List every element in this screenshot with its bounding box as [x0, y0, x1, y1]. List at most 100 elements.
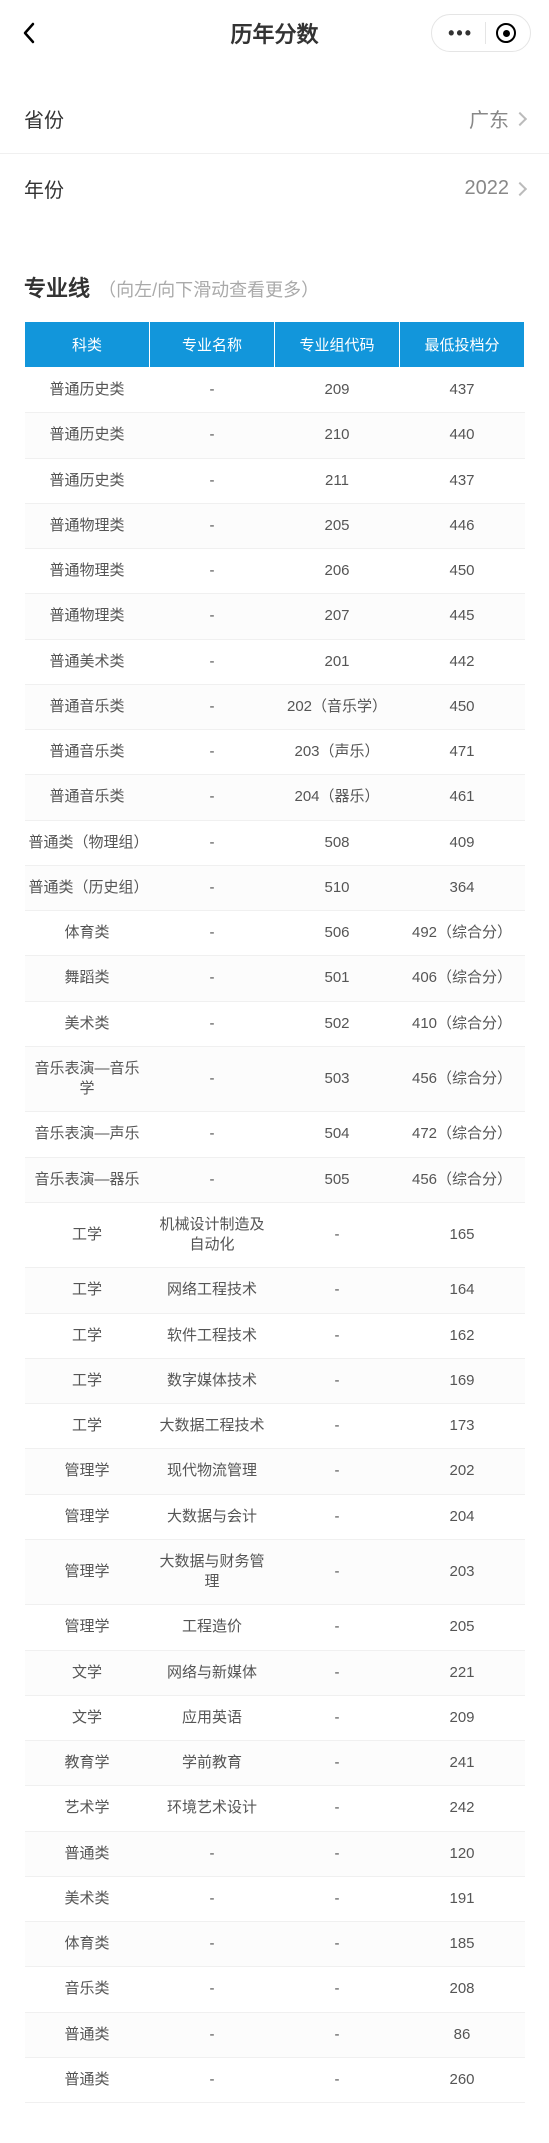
table-cell: -: [275, 1650, 400, 1695]
table-row: 工学软件工程技术-162: [25, 1313, 525, 1358]
table-cell: 文学: [25, 1695, 150, 1740]
table-row: 普通类--120: [25, 1831, 525, 1876]
more-icon[interactable]: •••: [436, 23, 485, 44]
score-table-wrap: 科类专业名称专业组代码最低投档分 普通历史类-209437普通历史类-21044…: [0, 321, 549, 2143]
table-cell: -: [150, 865, 275, 910]
table-row: 工学机械设计制造及自动化-165: [25, 1202, 525, 1268]
table-cell: -: [150, 1967, 275, 2012]
table-cell: 173: [400, 1404, 525, 1449]
table-header-row: 科类专业名称专业组代码最低投档分: [25, 322, 525, 368]
table-cell: 450: [400, 684, 525, 729]
table-cell: 普通类: [25, 2057, 150, 2102]
table-row: 普通类--260: [25, 2057, 525, 2102]
table-cell: -: [275, 1967, 400, 2012]
table-cell: 音乐类: [25, 1967, 150, 2012]
table-cell: 242: [400, 1786, 525, 1831]
table-cell: 120: [400, 1831, 525, 1876]
filters-section: 省份 广东 年份 2022: [0, 66, 549, 231]
table-cell: 工学: [25, 1202, 150, 1268]
table-cell: 普通类: [25, 1831, 150, 1876]
table-row: 文学网络与新媒体-221: [25, 1650, 525, 1695]
table-cell: 美术类: [25, 1876, 150, 1921]
table-header-cell: 科类: [25, 322, 150, 368]
table-cell: 大数据与会计: [150, 1494, 275, 1539]
table-cell: 应用英语: [150, 1695, 275, 1740]
filter-year[interactable]: 年份 2022: [0, 154, 549, 223]
table-row: 音乐表演—音乐学-503456（综合分）: [25, 1046, 525, 1112]
table-cell: -: [150, 458, 275, 503]
table-row: 工学网络工程技术-164: [25, 1268, 525, 1313]
table-row: 教育学学前教育-241: [25, 1741, 525, 1786]
table-cell: -: [275, 1876, 400, 1921]
table-cell: -: [275, 2057, 400, 2102]
table-cell: -: [150, 1876, 275, 1921]
table-row: 普通类（物理组）-508409: [25, 820, 525, 865]
table-cell: -: [150, 911, 275, 956]
table-cell: -: [150, 820, 275, 865]
table-cell: 202: [400, 1449, 525, 1494]
table-cell: 471: [400, 730, 525, 775]
table-cell: 492（综合分）: [400, 911, 525, 956]
back-icon[interactable]: [18, 22, 40, 44]
table-cell: 185: [400, 1922, 525, 1967]
table-cell: 管理学: [25, 1605, 150, 1650]
table-cell: 203: [400, 1539, 525, 1605]
table-cell: 510: [275, 865, 400, 910]
score-table: 科类专业名称专业组代码最低投档分 普通历史类-209437普通历史类-21044…: [24, 321, 525, 2103]
table-cell: -: [150, 775, 275, 820]
filter-province[interactable]: 省份 广东: [0, 84, 549, 154]
table-row: 普通历史类-211437: [25, 458, 525, 503]
table-cell: -: [275, 1831, 400, 1876]
table-cell: 450: [400, 549, 525, 594]
table-cell: 191: [400, 1876, 525, 1921]
table-cell: 学前教育: [150, 1741, 275, 1786]
close-target-icon[interactable]: [486, 23, 526, 43]
page-header: 历年分数 •••: [0, 0, 549, 66]
table-cell: 舞蹈类: [25, 956, 150, 1001]
table-cell: 221: [400, 1650, 525, 1695]
table-cell: 现代物流管理: [150, 1449, 275, 1494]
table-cell: -: [275, 2012, 400, 2057]
table-cell: -: [150, 413, 275, 458]
table-cell: 205: [400, 1605, 525, 1650]
table-cell: 208: [400, 1967, 525, 2012]
table-cell: 普通美术类: [25, 639, 150, 684]
table-cell: 普通历史类: [25, 413, 150, 458]
table-cell: 169: [400, 1358, 525, 1403]
table-row: 普通音乐类-203（声乐）471: [25, 730, 525, 775]
table-row: 音乐类--208: [25, 1967, 525, 2012]
table-header-cell: 专业组代码: [275, 322, 400, 368]
table-cell: 260: [400, 2057, 525, 2102]
table-cell: 体育类: [25, 911, 150, 956]
table-cell: 211: [275, 458, 400, 503]
table-cell: 工学: [25, 1268, 150, 1313]
table-cell: -: [275, 1449, 400, 1494]
table-cell: 364: [400, 865, 525, 910]
table-cell: -: [150, 1922, 275, 1967]
table-cell: 437: [400, 368, 525, 413]
table-row: 艺术学环境艺术设计-242: [25, 1786, 525, 1831]
table-cell: 普通历史类: [25, 458, 150, 503]
table-cell: -: [275, 1404, 400, 1449]
table-cell: 音乐表演—声乐: [25, 1112, 150, 1157]
table-cell: 普通物理类: [25, 594, 150, 639]
table-cell: 207: [275, 594, 400, 639]
table-cell: 503: [275, 1046, 400, 1112]
table-cell: -: [150, 2012, 275, 2057]
table-header-cell: 最低投档分: [400, 322, 525, 368]
table-cell: -: [150, 956, 275, 1001]
table-row: 普通类--86: [25, 2012, 525, 2057]
table-row: 普通历史类-210440: [25, 413, 525, 458]
table-row: 普通物理类-206450: [25, 549, 525, 594]
table-cell: -: [150, 1001, 275, 1046]
table-row: 普通历史类-209437: [25, 368, 525, 413]
table-cell: -: [150, 1046, 275, 1112]
table-cell: 445: [400, 594, 525, 639]
table-cell: -: [150, 549, 275, 594]
table-cell: -: [275, 1605, 400, 1650]
table-cell: 508: [275, 820, 400, 865]
table-cell: 大数据工程技术: [150, 1404, 275, 1449]
table-row: 文学应用英语-209: [25, 1695, 525, 1740]
table-cell: 工程造价: [150, 1605, 275, 1650]
table-cell: 软件工程技术: [150, 1313, 275, 1358]
